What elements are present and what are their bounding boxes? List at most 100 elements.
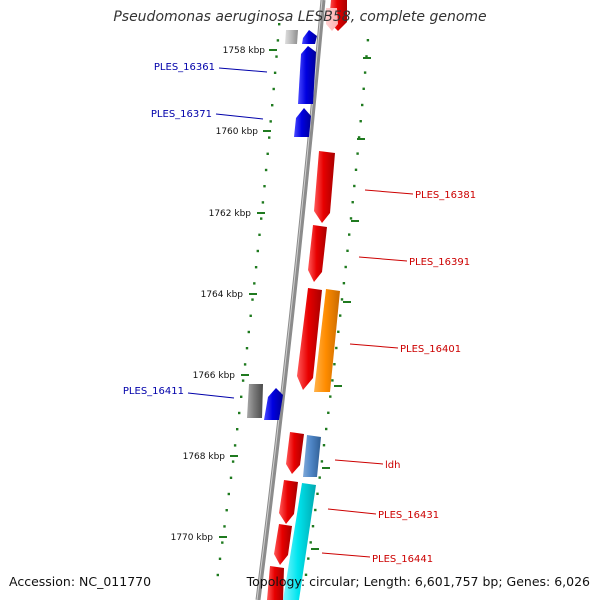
gene-ples-16441 bbox=[274, 524, 292, 565]
tick-label-1758: 1758 kbp bbox=[223, 46, 266, 56]
inner-ruler-dot bbox=[251, 298, 254, 301]
gene-ples-16411 bbox=[264, 388, 283, 420]
leader-ples-16371 bbox=[215, 113, 264, 120]
outer-ruler-dot bbox=[325, 427, 328, 431]
gene-ples-16371 bbox=[294, 108, 311, 137]
outer-ruler-dot bbox=[361, 103, 364, 107]
leader-ples-16441 bbox=[321, 552, 371, 558]
inner-ruler-dot bbox=[243, 363, 247, 366]
outer-ruler-dot bbox=[339, 314, 342, 317]
outer-ruler-dot bbox=[363, 71, 367, 74]
outer-ruler-dot bbox=[340, 298, 344, 301]
outer-ruler-dot bbox=[304, 573, 308, 576]
outer-ruler-dot bbox=[366, 39, 370, 42]
gene-labels: PLES_16361 PLES_16371 PLES_16381 PLES_16… bbox=[123, 62, 476, 565]
tick-label-1762: 1762 kbp bbox=[209, 209, 252, 219]
gene-ples-16381 bbox=[314, 151, 335, 223]
gene-steelblue bbox=[303, 435, 321, 477]
gene-cyan bbox=[283, 483, 316, 600]
outer-ruler-dot bbox=[311, 525, 315, 528]
label-ples-16411[interactable]: PLES_16411 bbox=[123, 386, 184, 397]
outer-ruler-dot bbox=[316, 492, 319, 495]
outer-ruler-dot bbox=[337, 330, 340, 333]
label-ples-16431[interactable]: PLES_16431 bbox=[378, 510, 439, 521]
label-ples-16381[interactable]: PLES_16381 bbox=[415, 190, 476, 201]
inner-ruler-dot bbox=[236, 428, 239, 431]
map-title: Pseudomonas aeruginosa LESB58, complete … bbox=[113, 9, 487, 25]
outer-ruler-dot bbox=[357, 136, 361, 139]
gene-ples-16401 bbox=[297, 288, 322, 390]
outer-ruler-dot bbox=[346, 249, 349, 252]
inner-ruler-dot bbox=[227, 492, 230, 496]
inner-ruler-dot bbox=[247, 330, 250, 334]
inner-ruler-dot bbox=[253, 282, 256, 285]
outer-ruler-dot bbox=[335, 346, 338, 350]
outer-ruler-dot bbox=[365, 55, 368, 58]
label-ples-16401[interactable]: PLES_16401 bbox=[400, 344, 461, 355]
gene-bottom-red bbox=[267, 566, 284, 600]
tick-label-1768: 1768 kbp bbox=[183, 452, 226, 462]
inner-ruler-dot bbox=[231, 460, 235, 463]
gene-ples-16431 bbox=[279, 480, 298, 524]
inner-ruler-dot bbox=[271, 104, 274, 107]
leader-ples-16381 bbox=[364, 189, 414, 195]
inner-ruler-dot bbox=[249, 314, 252, 317]
inner-ruler-dot bbox=[221, 541, 224, 544]
tick-label-1764: 1764 kbp bbox=[201, 290, 244, 300]
gene-orange bbox=[314, 289, 340, 392]
leader-ples-16431 bbox=[327, 508, 377, 515]
leader-ples-16411 bbox=[187, 392, 235, 399]
outer-ruler-dot bbox=[320, 460, 324, 463]
label-ples-16441[interactable]: PLES_16441 bbox=[372, 554, 433, 565]
genome-backbone-highlight bbox=[256, 0, 323, 600]
gene-light-grey bbox=[285, 30, 298, 44]
outer-ruler-dot bbox=[307, 557, 310, 560]
inner-ruler-dot bbox=[245, 347, 249, 350]
gene-top-fwd-pink bbox=[326, 8, 338, 31]
label-ldh[interactable]: ldh bbox=[385, 460, 400, 471]
label-ples-16391[interactable]: PLES_16391 bbox=[409, 257, 470, 268]
outer-ruler-dot bbox=[318, 476, 321, 479]
inner-ruler-dot bbox=[275, 55, 278, 58]
kbp-ticks: 1758 kbp 1760 kbp 1762 kbp 1764 kbp 1766… bbox=[171, 46, 371, 550]
outer-ruler-dot bbox=[349, 217, 353, 220]
gene-blue-top bbox=[302, 30, 317, 44]
inner-ruler-dot bbox=[223, 525, 226, 528]
inner-ruler-dot bbox=[278, 23, 281, 26]
tick-label-1760: 1760 kbp bbox=[216, 127, 259, 137]
leader-ples-16401 bbox=[349, 343, 399, 349]
inner-ruler-dot bbox=[266, 152, 269, 155]
outer-ruler-dot bbox=[351, 201, 354, 204]
inner-ruler-dot bbox=[233, 444, 237, 447]
inner-ruler-dot bbox=[256, 249, 259, 253]
outer-ruler-dot bbox=[309, 541, 312, 544]
tick-label-1766: 1766 kbp bbox=[193, 371, 236, 381]
inner-ruler-dot bbox=[216, 573, 219, 577]
outer-ruler-dot bbox=[354, 168, 358, 171]
inner-ruler-dot bbox=[263, 185, 266, 188]
outer-ruler-dot bbox=[331, 379, 334, 382]
gene-ples-16361 bbox=[298, 46, 316, 104]
outer-ruler-dot bbox=[314, 508, 317, 512]
inner-ruler-dot bbox=[261, 201, 265, 204]
genome-backbone bbox=[255, 0, 326, 600]
label-ples-16371[interactable]: PLES_16371 bbox=[151, 109, 212, 120]
inner-ruler-dot bbox=[264, 168, 268, 172]
leader-ples-16391 bbox=[358, 256, 408, 262]
gene-ples-16411-grey bbox=[247, 384, 263, 418]
outer-ruler bbox=[304, 39, 370, 576]
outer-ruler-dot bbox=[329, 395, 332, 398]
inner-ruler-dot bbox=[276, 39, 280, 42]
inner-ruler-dot bbox=[225, 509, 228, 512]
gene-ldh bbox=[286, 432, 304, 474]
gene-ples-16391 bbox=[308, 225, 327, 282]
inner-ruler-dot bbox=[272, 87, 275, 91]
outer-ruler-dot bbox=[356, 152, 359, 155]
accession-text: Accession: NC_011770 bbox=[9, 574, 152, 589]
outer-ruler-dot bbox=[327, 411, 330, 414]
inner-ruler-dot bbox=[254, 266, 258, 269]
label-ples-16361[interactable]: PLES_16361 bbox=[154, 62, 215, 73]
outer-ruler-dot bbox=[344, 265, 347, 269]
inner-ruler-dot bbox=[238, 411, 241, 415]
